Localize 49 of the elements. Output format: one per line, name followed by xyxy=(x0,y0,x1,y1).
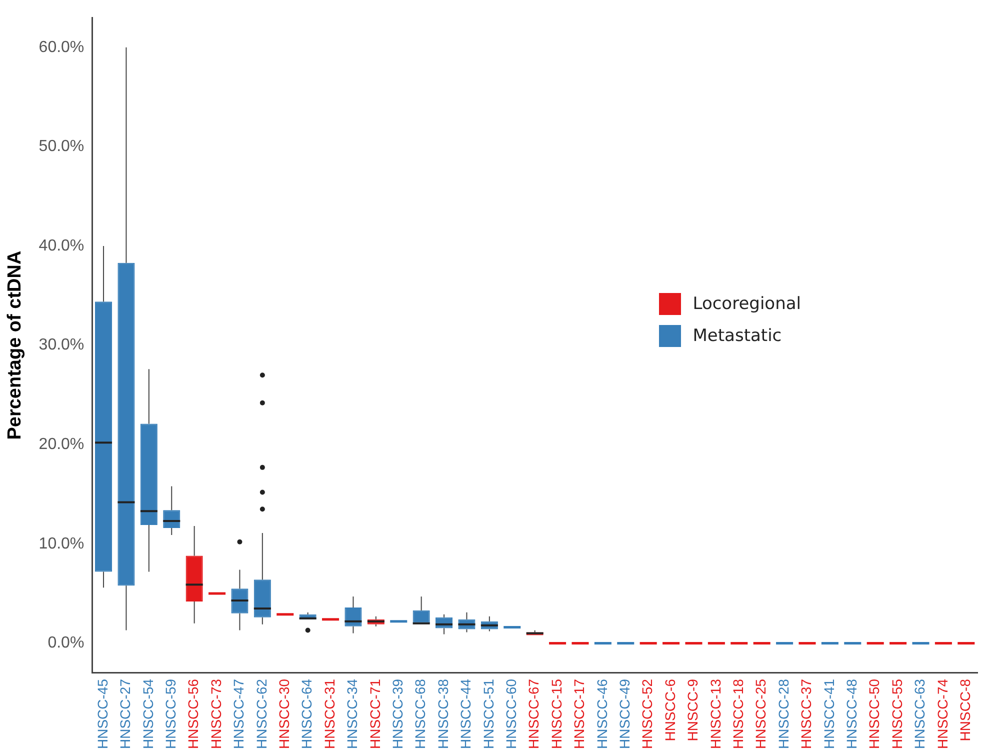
x-tick-label: HNSCC-15 xyxy=(548,678,564,749)
y-tick-label: 0.0% xyxy=(48,634,84,652)
x-tick-label: HNSCC-67 xyxy=(526,678,542,749)
x-tick-label: HNSCC-51 xyxy=(480,678,496,749)
x-tick-label: HNSCC-31 xyxy=(321,678,338,749)
y-tick-label: 50.0% xyxy=(38,138,84,156)
x-tick-label: HNSCC-25 xyxy=(752,678,769,749)
x-tick-label: HNSCC-74 xyxy=(934,678,950,749)
x-tick-label: HNSCC-50 xyxy=(866,678,882,749)
y-tick-label: 60.0% xyxy=(38,38,84,56)
x-tick-label: HNSCC-60 xyxy=(502,678,519,749)
x-tick-label: HNSCC-63 xyxy=(912,678,928,749)
y-tick-label: 30.0% xyxy=(38,336,84,354)
x-tick-label: HNSCC-56 xyxy=(185,678,202,749)
x-tick-label: HNSCC-38 xyxy=(434,678,451,749)
x-tick-label: HNSCC-52 xyxy=(639,678,656,749)
x-tick-label: HNSCC-49 xyxy=(616,678,632,749)
x-tick-label: HNSCC-46 xyxy=(594,678,610,749)
x-tick-label: HNSCC-41 xyxy=(820,678,837,749)
x-tick-label: HNSCC-18 xyxy=(730,678,746,749)
x-tick-label: HNSCC-6 xyxy=(662,678,678,742)
x-tick-label: HNSCC-28 xyxy=(775,678,792,749)
y-axis-title: Percentage of ctDNA xyxy=(4,250,26,440)
x-tick-label: HNSCC-68 xyxy=(412,678,428,749)
legend-label: Locoregional xyxy=(692,294,801,314)
y-tick-label: 10.0% xyxy=(38,535,84,552)
x-tick-label: HNSCC-27 xyxy=(117,678,134,749)
x-tick-label: HNSCC-71 xyxy=(366,678,383,749)
x-tick-label: HNSCC-54 xyxy=(140,678,156,749)
x-tick-label: HNSCC-62 xyxy=(253,678,270,749)
y-tick-label: 40.0% xyxy=(38,237,84,254)
x-tick-label: HNSCC-9 xyxy=(684,678,701,742)
x-tick-label: HNSCC-59 xyxy=(162,678,178,749)
x-tick-label: HNSCC-37 xyxy=(798,678,814,749)
y-tick-label: 20.0% xyxy=(38,436,84,453)
x-tick-label: HNSCC-34 xyxy=(344,678,360,749)
x-tick-label: HNSCC-45 xyxy=(94,678,110,749)
x-tick-label: HNSCC-8 xyxy=(957,678,974,742)
x-tick-label: HNSCC-73 xyxy=(208,678,224,749)
x-tick-label: HNSCC-17 xyxy=(571,678,588,749)
x-tick-label: HNSCC-13 xyxy=(707,678,724,749)
legend-label: Metastatic xyxy=(692,326,782,346)
x-tick-label: HNSCC-30 xyxy=(276,678,292,749)
x-tick-label: HNSCC-48 xyxy=(844,678,860,749)
x-tick-label: HNSCC-39 xyxy=(389,678,406,749)
x-tick-label: HNSCC-44 xyxy=(458,678,474,749)
x-tick-label: HNSCC-47 xyxy=(230,678,247,749)
x-tick-label: HNSCC-64 xyxy=(298,678,315,749)
x-tick-label: HNSCC-55 xyxy=(888,678,905,749)
